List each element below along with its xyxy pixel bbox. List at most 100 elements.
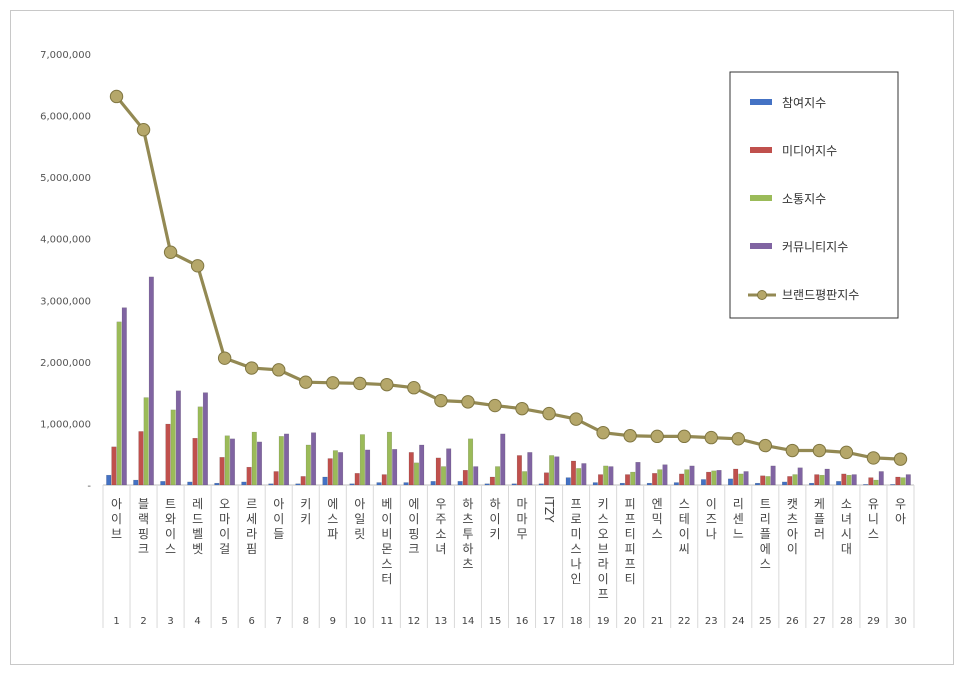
- bar: [441, 466, 447, 486]
- bar: [868, 477, 874, 486]
- rank-label: 1: [113, 616, 119, 627]
- brand-index-point: [677, 429, 691, 444]
- bar: [846, 474, 852, 486]
- bar: [706, 471, 712, 486]
- legend-marker: [757, 290, 767, 300]
- rank-label: 6: [248, 616, 254, 627]
- rank-label: 5: [221, 616, 227, 627]
- bar: [365, 449, 371, 486]
- rank-label: 16: [516, 616, 529, 627]
- bar: [413, 462, 419, 486]
- bar: [738, 473, 744, 486]
- brand-index-point: [515, 401, 529, 416]
- bar: [576, 468, 582, 486]
- bar: [873, 479, 879, 486]
- bar: [489, 476, 495, 486]
- legend-swatch: [750, 195, 772, 201]
- bar: [160, 481, 166, 486]
- bar: [111, 446, 117, 486]
- bar: [755, 482, 761, 486]
- bar: [268, 483, 274, 486]
- bar: [435, 457, 441, 486]
- brand-index-point: [190, 259, 205, 273]
- bar: [673, 482, 679, 486]
- bar: [543, 472, 549, 486]
- bar: [300, 476, 306, 486]
- brand-index-point: [109, 89, 124, 104]
- rank-label: 17: [543, 616, 556, 627]
- brand-index-point: [299, 375, 313, 389]
- bar: [652, 473, 658, 486]
- bar: [760, 475, 766, 486]
- rank-label: 8: [303, 616, 309, 627]
- bar: [657, 469, 663, 486]
- y-tick-label: 6,000,000: [40, 112, 91, 123]
- bar: [565, 477, 571, 486]
- brand-index-point: [244, 361, 259, 375]
- legend-entry: 미디어지수: [782, 144, 837, 158]
- bar: [733, 468, 739, 486]
- bar: [278, 436, 284, 486]
- bar: [403, 482, 409, 486]
- legend-entry: 브랜드평판지수: [782, 288, 859, 302]
- bar: [327, 458, 333, 486]
- rank-label: 4: [194, 616, 200, 627]
- rank-label: 18: [570, 616, 583, 627]
- bar: [608, 466, 614, 486]
- bar: [457, 481, 463, 486]
- bar: [148, 276, 154, 486]
- legend-entry: 소통지수: [782, 192, 826, 206]
- line-series: [109, 89, 908, 466]
- brand-index-point: [163, 245, 178, 259]
- bar: [630, 471, 636, 486]
- bar: [381, 474, 387, 486]
- bar: [473, 466, 479, 486]
- bar: [187, 481, 193, 486]
- bar: [349, 483, 355, 486]
- bar: [106, 474, 112, 486]
- bar: [256, 441, 262, 486]
- y-tick-label: 3,000,000: [40, 296, 91, 307]
- rank-label: 13: [435, 616, 448, 627]
- bar: [133, 479, 139, 486]
- legend-swatch: [750, 99, 772, 105]
- brand-index-point: [272, 363, 286, 377]
- bar: [814, 474, 820, 486]
- bar: [549, 455, 555, 486]
- bar: [819, 474, 825, 486]
- bar: [581, 463, 587, 486]
- bar: [322, 476, 328, 486]
- y-tick-label: 5,000,000: [40, 173, 91, 184]
- bar: [792, 474, 798, 486]
- bar: [332, 450, 338, 486]
- bar: [197, 406, 203, 486]
- y-tick-label: -: [87, 481, 91, 492]
- bar: [727, 478, 733, 486]
- brand-index-point: [650, 429, 664, 444]
- bar: [538, 483, 544, 486]
- bar: [890, 484, 896, 486]
- category-label: ITZY: [542, 496, 556, 523]
- bar: [511, 483, 517, 486]
- rank-label: 25: [759, 616, 772, 627]
- bar: [570, 460, 576, 486]
- bar: [679, 473, 685, 486]
- brand-index-point: [893, 452, 908, 466]
- legend-entry: 커뮤니티지수: [782, 240, 848, 254]
- bar: [711, 470, 717, 486]
- bar: [905, 474, 911, 486]
- bar: [468, 438, 474, 486]
- bar: [229, 438, 235, 486]
